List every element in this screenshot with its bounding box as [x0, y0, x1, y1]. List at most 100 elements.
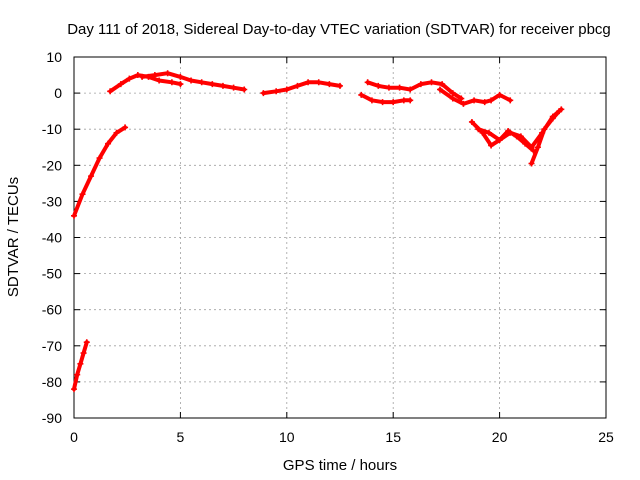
data-point [88, 173, 95, 180]
x-tick-label: 25 [598, 429, 614, 445]
data-point [305, 79, 312, 86]
series-arc-6 [364, 79, 465, 102]
data-point [534, 144, 541, 151]
data-point [71, 212, 77, 219]
data-point [507, 129, 514, 136]
data-point [460, 100, 467, 107]
data-point [488, 142, 495, 149]
data-point [273, 88, 280, 95]
series-arc-4 [139, 70, 248, 93]
data-point [549, 115, 556, 122]
data-point [488, 97, 495, 104]
y-tick-label: -80 [42, 374, 62, 390]
series-trace [438, 87, 513, 106]
data-point [379, 99, 386, 106]
data-point [105, 140, 112, 147]
data-point [337, 82, 343, 89]
data-point [407, 97, 414, 104]
data-point [209, 81, 216, 88]
data-point [96, 155, 103, 162]
data-point [396, 84, 403, 91]
series-arc-7 [358, 91, 414, 106]
x-axis-label: GPS time / hours [283, 457, 397, 474]
data-point [260, 90, 267, 97]
data-point [400, 97, 407, 104]
data-point [528, 144, 535, 151]
y-tick-label: 0 [54, 85, 62, 101]
data-point [283, 86, 290, 93]
data-point [528, 160, 535, 167]
data-point [156, 77, 163, 84]
data-point [177, 81, 184, 88]
data-point [439, 81, 446, 88]
x-tick-label: 15 [385, 429, 401, 445]
data-point [230, 84, 237, 91]
series-trace [365, 80, 464, 101]
data-point [71, 386, 77, 393]
data-point [122, 124, 129, 131]
data-point [507, 97, 514, 104]
data-point [198, 79, 205, 86]
y-tick-label: -10 [42, 121, 62, 137]
x-tick-label: 0 [70, 429, 78, 445]
data-point [385, 84, 392, 91]
y-tick-label: 10 [46, 49, 62, 65]
data-point [113, 129, 120, 136]
x-tick-label: 20 [492, 429, 508, 445]
series-arc-5 [260, 79, 343, 97]
data-point [315, 79, 322, 86]
x-tick-label: 5 [177, 429, 185, 445]
data-point [481, 99, 488, 106]
data-point [471, 97, 478, 104]
grid-lines [74, 57, 606, 418]
x-tick-label: 10 [279, 429, 295, 445]
data-point [449, 95, 456, 102]
data-point [219, 82, 226, 89]
data-point [364, 79, 371, 86]
data-point [475, 126, 482, 133]
y-axis-label: SDTVAR / TECUs [5, 177, 22, 297]
data-point [126, 75, 133, 82]
data-point [83, 339, 90, 346]
data-point [368, 97, 375, 104]
data-point [496, 137, 503, 144]
data-series [71, 70, 565, 393]
data-point [496, 91, 503, 98]
data-point [437, 86, 444, 93]
data-point [134, 72, 141, 79]
data-point [458, 95, 465, 102]
data-point [541, 126, 548, 133]
data-point [407, 86, 414, 93]
data-point [326, 81, 333, 88]
data-point [556, 108, 563, 115]
data-point [177, 73, 184, 80]
data-point [107, 88, 114, 95]
y-tick-label: -50 [42, 266, 62, 282]
data-point [117, 81, 124, 88]
data-point [168, 79, 175, 86]
data-point [294, 82, 301, 89]
chart-title: Day 111 of 2018, Sidereal Day-to-day VTE… [67, 21, 611, 38]
data-point [241, 86, 248, 93]
y-tick-label: -90 [42, 410, 62, 426]
data-point [77, 360, 84, 367]
data-point [79, 191, 86, 198]
axis-ticks: 0 5 10 15 20 25 10 0 -10 -20 -30 -40 -50 -60 -70 -80 -90 [42, 49, 614, 445]
series-arc-11 [528, 108, 563, 167]
data-point [358, 91, 365, 98]
series-arc-2 [71, 124, 129, 219]
y-tick-label: -60 [42, 302, 62, 318]
y-tick-label: -70 [42, 338, 62, 354]
data-point [390, 99, 397, 106]
series-trace [72, 125, 128, 218]
y-tick-label: -30 [42, 193, 62, 209]
data-point [139, 73, 146, 80]
y-tick-label: -20 [42, 157, 62, 173]
y-tick-label: -40 [42, 230, 62, 246]
data-point [188, 77, 195, 84]
data-point [151, 72, 158, 79]
data-point [417, 81, 424, 88]
data-point [80, 350, 87, 357]
data-point [74, 371, 81, 378]
